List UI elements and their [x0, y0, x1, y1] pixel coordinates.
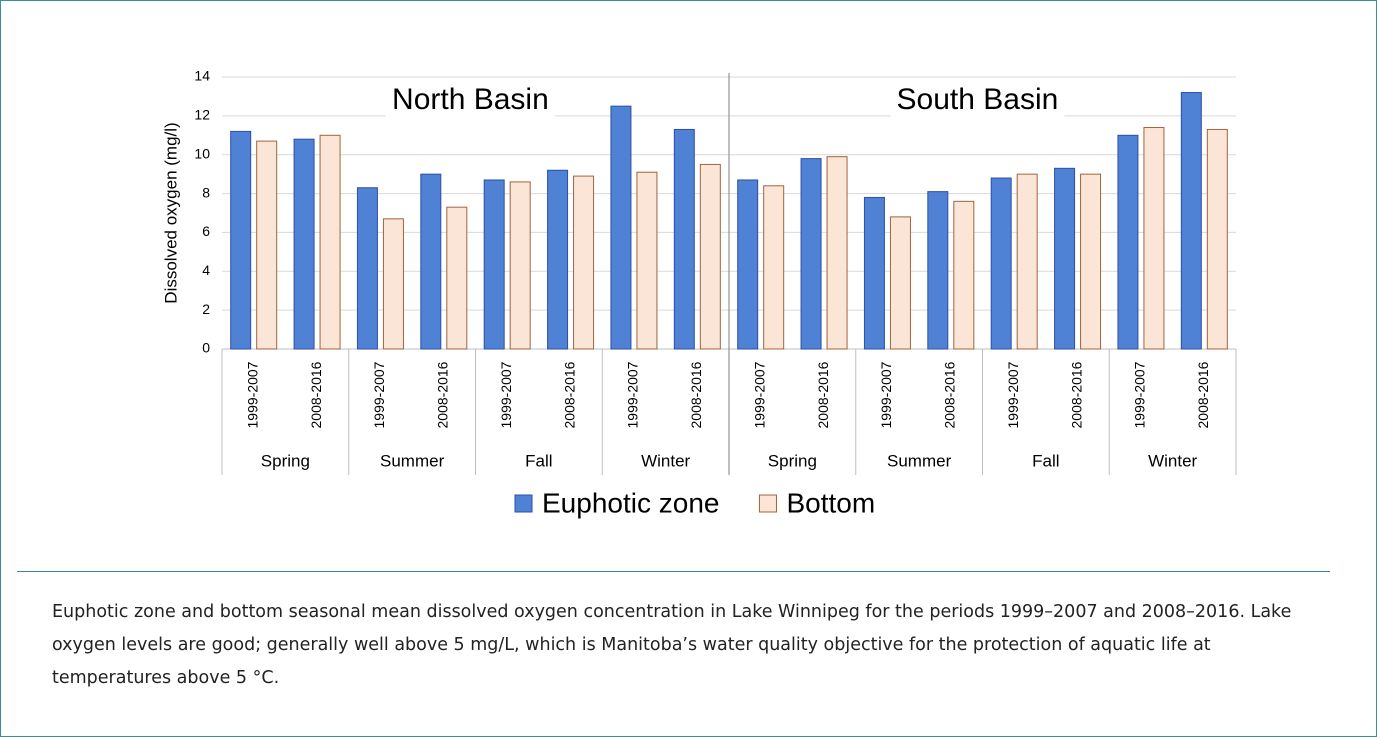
- bar: [356, 187, 378, 350]
- x-tick-label: 2008-2016: [435, 361, 451, 428]
- group-label: Summer: [887, 451, 952, 470]
- panel-title: South Basin: [897, 83, 1059, 116]
- bar: [699, 163, 721, 350]
- bar: [319, 134, 341, 350]
- y-tick-label: 4: [202, 262, 210, 278]
- group-label: Winter: [641, 451, 690, 470]
- y-tick-label: 0: [202, 340, 210, 356]
- bar: [382, 218, 404, 350]
- bar: [826, 156, 848, 350]
- bar: [293, 138, 315, 350]
- title-background: [386, 80, 555, 118]
- x-tick-label: 2008-2016: [1195, 361, 1211, 428]
- bar: [610, 105, 632, 350]
- bar: [737, 179, 759, 350]
- x-tick-label: 1999-2007: [878, 361, 894, 428]
- y-tick-label: 14: [194, 68, 210, 84]
- x-tick-label: 2008-2016: [1068, 361, 1084, 428]
- bar: [1206, 128, 1228, 350]
- x-tick-label: 2008-2016: [561, 361, 577, 428]
- group-label: Spring: [261, 451, 310, 470]
- bar: [863, 196, 885, 350]
- y-tick-label: 2: [202, 301, 210, 317]
- bar: [256, 140, 278, 350]
- bar: [1054, 167, 1076, 350]
- group-label: Fall: [525, 451, 552, 470]
- bar: [1180, 92, 1202, 350]
- bar: [446, 206, 468, 350]
- bar: [990, 177, 1012, 350]
- y-tick-label: 12: [194, 107, 210, 123]
- x-tick-label: 2008-2016: [815, 361, 831, 428]
- bar: [483, 179, 505, 350]
- group-label: Summer: [380, 451, 445, 470]
- x-tick-label: 1999-2007: [244, 361, 260, 428]
- x-tick-label: 2008-2016: [688, 361, 704, 428]
- bar: [1080, 173, 1102, 350]
- bar: [1143, 127, 1165, 350]
- chart: Dissolved oxygen (mg/l) 0 2 4 6 8 10 12 14 1999-…: [161, 68, 1237, 518]
- bar: [763, 185, 785, 350]
- legend-label: Bottom: [786, 487, 875, 518]
- bar: [1016, 173, 1038, 350]
- x-tick-label: 1999-2007: [498, 361, 514, 428]
- x-tick-label: 1999-2007: [1005, 361, 1021, 428]
- bar: [547, 169, 569, 350]
- bar: [573, 175, 595, 350]
- x-tick-label: 1999-2007: [371, 361, 387, 428]
- bar: [800, 158, 822, 350]
- x-tick-label: 1999-2007: [1132, 361, 1148, 428]
- x-tick-label: 2008-2016: [942, 361, 958, 428]
- y-tick-label: 6: [202, 223, 210, 239]
- caption: Euphotic zone and bottom seasonal mean d…: [52, 602, 1292, 688]
- title-background: [890, 80, 1065, 118]
- bar: [953, 200, 975, 350]
- x-tick-label: 1999-2007: [751, 361, 767, 428]
- y-tick-label: 10: [194, 145, 210, 161]
- group-label: Spring: [768, 451, 817, 470]
- bar: [889, 216, 911, 350]
- bar: [230, 130, 252, 350]
- x-tick-label: 2008-2016: [308, 361, 324, 428]
- x-tick-label: 1999-2007: [625, 361, 641, 428]
- bar: [927, 191, 949, 350]
- bar: [1117, 134, 1139, 350]
- bar: [673, 128, 695, 350]
- y-axis-label: Dissolved oxygen (mg/l): [161, 122, 180, 303]
- legend-swatch: [514, 494, 533, 513]
- panel-title: North Basin: [392, 83, 549, 116]
- bar: [509, 181, 531, 350]
- legend-label: Euphotic zone: [542, 487, 719, 518]
- bar: [420, 173, 442, 350]
- group-label: Fall: [1032, 451, 1059, 470]
- legend-swatch: [758, 494, 777, 513]
- group-label: Winter: [1148, 451, 1197, 470]
- divider: [17, 571, 1330, 572]
- y-tick-label: 8: [202, 184, 210, 200]
- bar: [636, 171, 658, 350]
